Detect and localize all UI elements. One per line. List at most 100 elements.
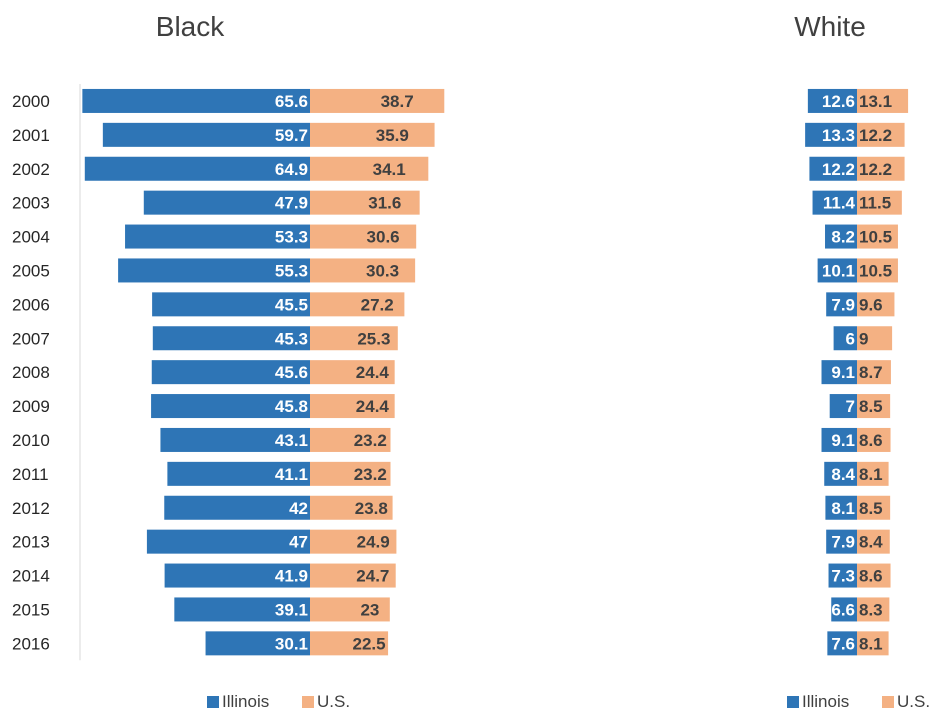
tick-label-year: 2002 — [12, 160, 50, 179]
data-label-us: 9 — [859, 329, 868, 348]
bar-us — [857, 394, 891, 419]
bar-us — [857, 495, 891, 520]
chart-panel-black: Black 2000 65.6 38.7 2001 59.7 35.9 2002 64.9 34.… — [12, 11, 445, 711]
bar-illinois — [829, 394, 857, 419]
data-label-us: 8.5 — [859, 397, 883, 416]
bar-illinois — [826, 529, 857, 554]
data-label-us: 35.9 — [376, 126, 409, 145]
bar-illinois — [160, 427, 310, 452]
data-label-illinois: 42 — [289, 499, 308, 518]
data-label-illinois: 45.8 — [275, 397, 308, 416]
bar-us — [857, 292, 895, 317]
tick-label-year: 2003 — [12, 194, 50, 213]
data-label-illinois: 12.6 — [822, 92, 855, 111]
tick-label-year: 2006 — [12, 295, 50, 314]
bar-illinois — [825, 495, 857, 520]
bar-us — [310, 631, 389, 656]
data-label-illinois: 8.1 — [831, 499, 855, 518]
data-label-us: 8.6 — [859, 431, 883, 450]
bar-us — [310, 258, 416, 283]
data-label-us: 13.1 — [859, 92, 892, 111]
tick-label-year: 2001 — [12, 126, 50, 145]
bar-us — [310, 529, 397, 554]
tick-label-year: 2008 — [12, 363, 50, 382]
bar-us — [310, 360, 395, 385]
bar-us — [310, 88, 445, 113]
data-label-us: 8.1 — [859, 465, 883, 484]
data-label-illinois: 45.5 — [275, 295, 308, 314]
data-label-illinois: 7.6 — [831, 634, 855, 653]
bar-us — [310, 563, 396, 588]
tick-label-year: 2007 — [12, 329, 50, 348]
tick-label-year: 2005 — [12, 261, 50, 280]
bar-us — [310, 326, 398, 351]
bar-illinois — [174, 597, 310, 622]
bar-illinois — [831, 597, 857, 622]
bar-illinois — [827, 631, 857, 656]
data-label-illinois: 9.1 — [831, 363, 855, 382]
data-label-us: 24.9 — [357, 533, 390, 552]
data-label-illinois: 7.9 — [831, 295, 855, 314]
bar-illinois — [833, 326, 857, 351]
data-label-us: 23 — [360, 600, 379, 619]
data-label-illinois: 39.1 — [275, 600, 308, 619]
data-label-us: 25.3 — [357, 329, 390, 348]
data-label-illinois: 7.9 — [831, 533, 855, 552]
bar-illinois — [828, 563, 857, 588]
data-label-us: 30.3 — [366, 261, 399, 280]
data-label-us: 8.7 — [859, 363, 883, 382]
bar-us — [310, 427, 391, 452]
bar-us — [857, 88, 909, 113]
data-label-illinois: 59.7 — [275, 126, 308, 145]
tick-label-year: 2016 — [12, 634, 50, 653]
bar-us — [857, 529, 890, 554]
bar-illinois — [824, 461, 857, 486]
data-label-illinois: 12.2 — [822, 160, 855, 179]
bar-illinois — [826, 292, 857, 317]
bar-illinois — [125, 224, 310, 249]
bar-us — [857, 224, 898, 249]
data-label-illinois: 30.1 — [275, 634, 308, 653]
tick-label-year: 2011 — [12, 465, 49, 484]
data-label-illinois: 7.3 — [831, 567, 855, 586]
bar-us — [310, 394, 395, 419]
data-label-us: 12.2 — [859, 160, 892, 179]
bar-illinois — [805, 122, 857, 147]
data-label-illinois: 41.9 — [275, 567, 308, 586]
legend-swatch-illinois — [787, 696, 799, 708]
data-label-us: 12.2 — [859, 126, 892, 145]
data-label-us: 24.7 — [356, 567, 389, 586]
tick-label-year: 2012 — [12, 499, 50, 518]
data-label-illinois: 47 — [289, 533, 308, 552]
bar-illinois — [151, 360, 310, 385]
bar-illinois — [812, 190, 857, 215]
data-label-illinois: 47.9 — [275, 194, 308, 213]
bar-us — [857, 461, 889, 486]
data-label-illinois: 45.6 — [275, 363, 308, 382]
data-label-us: 11.5 — [859, 194, 891, 213]
legend-label-us: U.S. — [897, 692, 930, 711]
bar-illinois — [825, 224, 857, 249]
bar-us — [310, 224, 417, 249]
legend-swatch-us — [302, 696, 314, 708]
data-label-us: 34.1 — [373, 160, 406, 179]
bar-us — [857, 597, 890, 622]
data-label-illinois: 65.6 — [275, 92, 308, 111]
data-label-us: 24.4 — [356, 363, 390, 382]
bar-illinois — [152, 326, 310, 351]
tick-label-year: 2010 — [12, 431, 50, 450]
bar-us — [310, 292, 405, 317]
data-label-illinois: 55.3 — [275, 261, 308, 280]
data-label-us: 23.8 — [355, 499, 388, 518]
bar-illinois — [164, 495, 310, 520]
bar-illinois — [118, 258, 310, 283]
bar-us — [310, 156, 429, 181]
legend-label-us: U.S. — [317, 692, 350, 711]
bar-illinois — [809, 156, 857, 181]
bar-us — [857, 427, 891, 452]
data-label-us: 31.6 — [368, 194, 401, 213]
data-label-us: 27.2 — [361, 295, 394, 314]
bar-us — [310, 597, 390, 622]
